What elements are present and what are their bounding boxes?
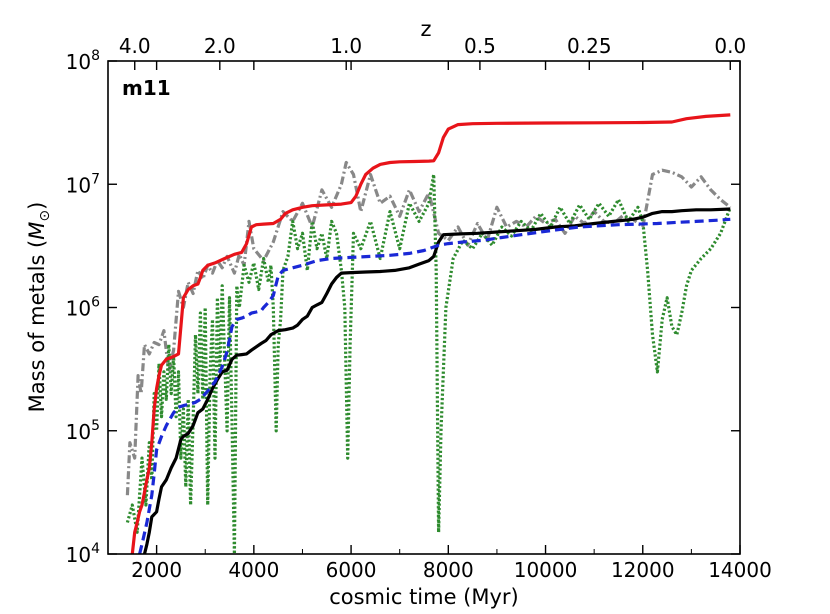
series-red-solid [130, 113, 731, 554]
panel-label: m11 [122, 76, 171, 100]
z-tick-label: 0.0 [714, 34, 746, 58]
plot-frame [107, 60, 741, 555]
series-green-dotted [125, 172, 732, 554]
z-tick-label: 1.0 [330, 34, 362, 58]
series-black-solid [142, 207, 731, 554]
x-tick-label: 8000 [423, 558, 474, 582]
tick-layer: 2000 4000 6000 8000 10000 12000 14000 104 105 106… [66, 34, 772, 582]
y-tick-label: 104 [66, 541, 100, 567]
x-tick-label: 4000 [228, 558, 279, 582]
y-tick-label: 108 [66, 48, 100, 74]
x-tick-label: 14000 [708, 558, 772, 582]
y-axis-title: Mass of metals (M⊙) [25, 202, 53, 413]
y-tick-label: 105 [66, 418, 100, 444]
z-tick-label: 2.0 [204, 34, 236, 58]
x-axis-title: cosmic time (Myr) [329, 585, 519, 609]
y-tick-label: 107 [66, 171, 100, 197]
x-tick-label: 6000 [326, 558, 377, 582]
x-tick-label: 12000 [611, 558, 675, 582]
series-layer [125, 113, 732, 554]
top-axis-title: z [420, 17, 431, 41]
z-tick-label: 0.25 [567, 34, 612, 58]
z-tick-label: 0.5 [464, 34, 496, 58]
y-tick-label: 106 [66, 295, 100, 321]
x-tick-label: 2000 [131, 558, 182, 582]
x-tick-label: 10000 [514, 558, 578, 582]
z-tick-label: 4.0 [119, 34, 151, 58]
series-blue-dashed [138, 217, 731, 554]
